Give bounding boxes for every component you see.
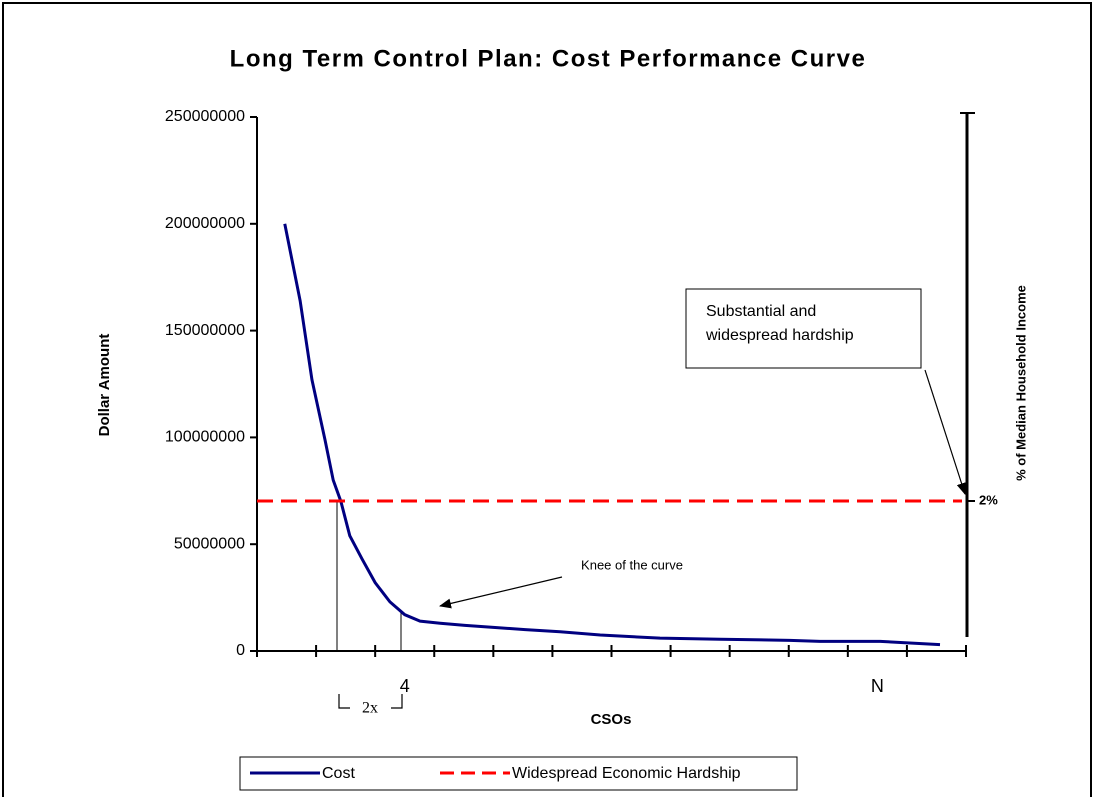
bracket — [338, 694, 403, 709]
hardship-label: widespread hardship — [705, 327, 854, 344]
y-tick-label: 250000000 — [165, 108, 245, 125]
cost-line — [283, 223, 941, 647]
bracket-label: 2x — [362, 700, 378, 717]
y-axis-title: Dollar Amount — [96, 334, 113, 437]
y-tick-label: 100000000 — [165, 429, 245, 446]
chart-title: Long Term Control Plan: Cost Performance… — [230, 45, 867, 72]
x-tick-label: 4 — [400, 676, 410, 696]
legend — [239, 756, 798, 791]
hardship-arrow — [924, 369, 967, 495]
y-tick-label: 200000000 — [165, 215, 245, 232]
y-tick-label: 150000000 — [165, 322, 245, 339]
knee-arrow — [439, 576, 563, 609]
legend-label: Widespread Economic Hardship — [512, 765, 741, 782]
y-tick-label: 50000000 — [174, 535, 245, 552]
hardship-box — [685, 288, 922, 369]
hardship-label: Substantial and — [706, 303, 816, 320]
x-tick-label: N — [871, 676, 884, 696]
y2-tick-label: 2% — [979, 492, 998, 507]
knee-label: Knee of the curve — [581, 557, 683, 572]
y2-axis-title: % of Median Household Income — [1013, 285, 1028, 481]
legend-label: Cost — [322, 765, 355, 782]
x-axis-title: CSOs — [591, 711, 632, 728]
y-tick-label: 0 — [236, 642, 245, 659]
